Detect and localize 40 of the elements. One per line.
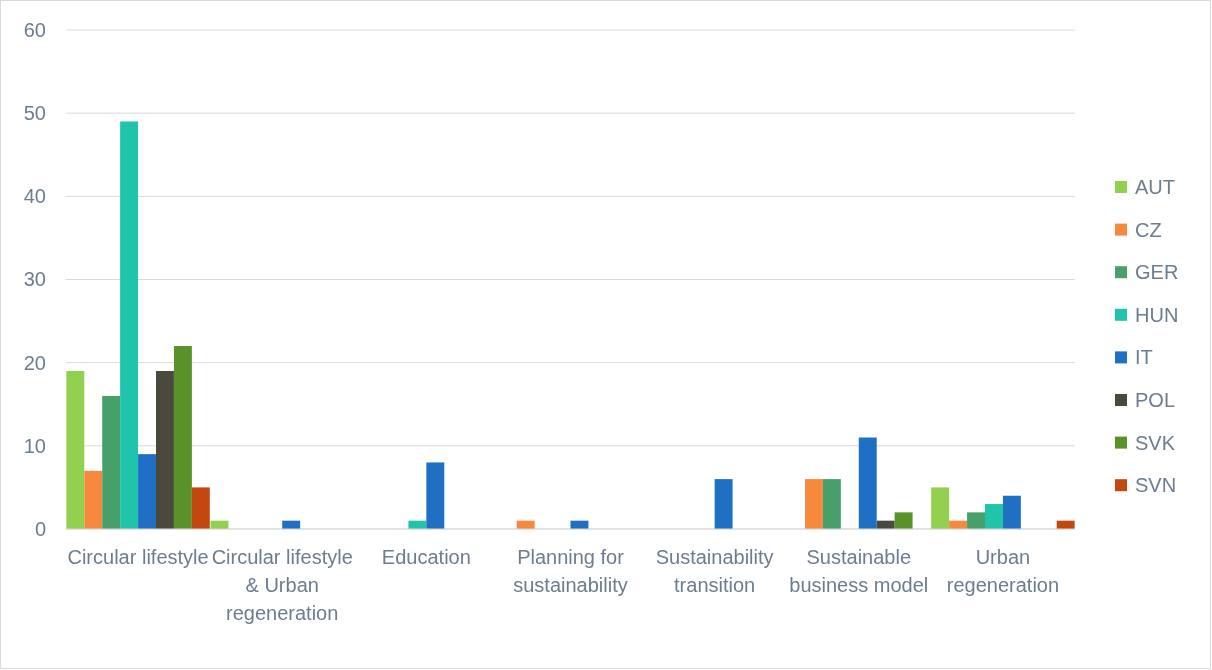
bar bbox=[191, 487, 210, 529]
bar bbox=[985, 504, 1003, 529]
bar bbox=[858, 437, 877, 529]
bar bbox=[822, 479, 841, 529]
y-tick-label: 10 bbox=[23, 434, 46, 457]
x-tick-label: Sustainability transition bbox=[655, 546, 774, 596]
y-tick-label: 20 bbox=[23, 351, 46, 374]
bar bbox=[138, 454, 156, 529]
legend-label: SVN bbox=[1135, 474, 1177, 497]
legend-label: AUT bbox=[1135, 176, 1175, 198]
bar bbox=[120, 121, 139, 529]
bar bbox=[84, 470, 103, 529]
x-tick-label: Urban regeneration bbox=[946, 546, 1060, 596]
bar bbox=[967, 512, 985, 529]
legend-label: HUN bbox=[1135, 303, 1179, 326]
bar bbox=[426, 462, 445, 529]
x-tick-label: Sustainable business model bbox=[789, 546, 929, 596]
legend-label: GER bbox=[1135, 261, 1179, 284]
x-tick-label: Circular lifestyle bbox=[67, 546, 209, 568]
legend-label: POL bbox=[1135, 389, 1176, 411]
bar bbox=[805, 479, 823, 529]
y-tick-label: 50 bbox=[23, 102, 46, 125]
bar bbox=[102, 395, 121, 529]
x-tick-label: Education bbox=[381, 546, 471, 568]
y-tick-label: 40 bbox=[23, 185, 46, 208]
legend-label: CZ bbox=[1135, 218, 1162, 241]
x-tick-label: Circular lifestyle & Urban regeneration bbox=[211, 546, 353, 624]
x-tick-label: Planning for sustainability bbox=[513, 546, 628, 596]
bar bbox=[894, 512, 913, 529]
legend-label: SVK bbox=[1135, 431, 1176, 454]
legend-label: IT bbox=[1135, 346, 1153, 369]
y-tick-label: 60 bbox=[23, 18, 46, 41]
bar bbox=[66, 370, 85, 529]
bar bbox=[931, 487, 950, 529]
y-tick-label: 0 bbox=[34, 517, 46, 540]
bar bbox=[1002, 495, 1021, 529]
bar bbox=[173, 346, 192, 529]
bar bbox=[156, 370, 174, 529]
y-tick-label: 30 bbox=[23, 268, 46, 291]
bar bbox=[714, 479, 733, 529]
